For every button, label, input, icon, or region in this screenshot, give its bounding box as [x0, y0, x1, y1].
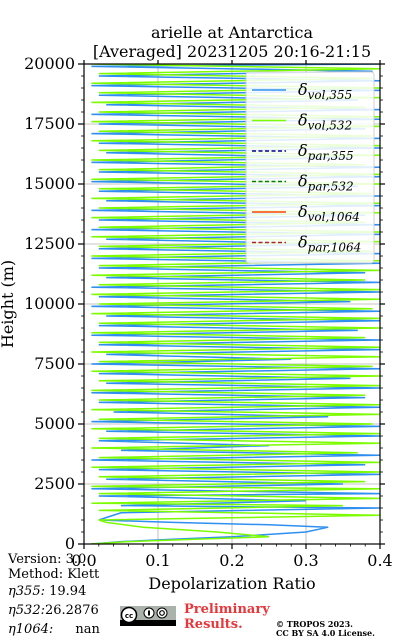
y-tick-label-7: 17500 [24, 114, 75, 133]
eta532-row: η532:26.2876 [8, 603, 99, 619]
x-tick-label-4: 0.4 [367, 551, 392, 570]
legend-label-3: δpar,532 [298, 172, 354, 194]
y-tick-label-5: 12500 [24, 234, 75, 253]
copyright-line-1: © TROPOS 2023. [276, 619, 353, 629]
legend-label-0: δvol,355 [298, 80, 352, 102]
svg-text:cc: cc [125, 612, 133, 620]
eta355-value: 19.94 [49, 584, 87, 599]
legend-label-5: δpar,1064 [298, 233, 361, 255]
y-axis-label: Height (m) [0, 260, 17, 348]
eta1064-label: η1064: [8, 622, 54, 637]
y-tick-label-4: 10000 [24, 294, 75, 313]
legend: δvol,355 δvol,532 δpar,355 δpar,532 δvol,106… [245, 71, 375, 264]
eta532-label: η532: [8, 603, 45, 618]
axis-ticks: 0.0 0.1 0.2 0.3 0.4 0 2500 5000 7500 10000 12500 15… [24, 54, 393, 570]
x-tick-label-2: 0.2 [219, 551, 244, 570]
x-axis-label: Depolarization Ratio [148, 574, 315, 593]
eta355-label: η355: [8, 584, 45, 599]
eta1064-value: nan [75, 622, 100, 637]
y-tick-label-8: 20000 [24, 54, 75, 73]
y-tick-label-3: 7500 [34, 354, 75, 373]
x-tick-label-0: 0.0 [71, 551, 96, 570]
eta1064-row: η1064: nan [8, 622, 100, 638]
legend-label-4: δvol,1064 [298, 202, 360, 224]
chart-subtitle: [Averaged] 20231205 20:16-21:15 [93, 42, 371, 61]
legend-label-2: δpar,355 [298, 141, 354, 163]
x-tick-label-1: 0.1 [145, 551, 170, 570]
preliminary-line-2: Results. [184, 617, 243, 632]
version-text: Version: 3.0 [8, 552, 87, 567]
eta355-row: η355: 19.94 [8, 584, 86, 600]
x-tick-label-3: 0.3 [293, 551, 318, 570]
preliminary-notice: Preliminary Results. [184, 602, 270, 632]
legend-label-1: δvol,532 [298, 111, 352, 133]
eta532-value: 26.2876 [44, 603, 99, 618]
chart-title: arielle at Antarctica [151, 23, 314, 42]
y-tick-label-1: 2500 [34, 474, 75, 493]
cc-by-sa-badge-icon: cc [120, 606, 176, 626]
preliminary-line-1: Preliminary [184, 602, 270, 617]
method-text: Method: Klett [8, 567, 100, 582]
copyright-line-2: CC BY SA 4.0 License. [276, 628, 375, 638]
copyright-notice: © TROPOS 2023. CC BY SA 4.0 License. [276, 620, 375, 638]
y-tick-label-2: 5000 [34, 414, 75, 433]
plot-area: 0.0 0.1 0.2 0.3 0.4 0 2500 5000 7500 10000 12500 15… [24, 54, 393, 570]
y-tick-label-6: 15000 [24, 174, 75, 193]
y-tick-label-0: 0 [65, 534, 75, 553]
series-line-0 [91, 64, 380, 544]
